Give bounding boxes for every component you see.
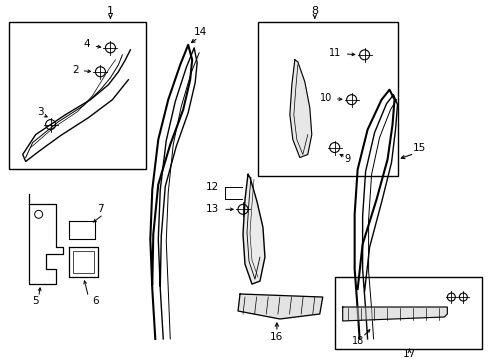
Polygon shape [238, 294, 322, 319]
Text: 18: 18 [351, 336, 363, 346]
Text: 5: 5 [32, 296, 39, 306]
Text: 2: 2 [72, 65, 79, 75]
Text: 17: 17 [402, 349, 415, 359]
Text: 13: 13 [205, 204, 218, 214]
Bar [72, 251, 94, 273]
Text: 4: 4 [84, 39, 90, 49]
Text: 9: 9 [344, 154, 350, 165]
Text: 14: 14 [193, 27, 206, 37]
Polygon shape [243, 175, 264, 284]
Text: 11: 11 [329, 48, 341, 58]
Text: 16: 16 [270, 332, 283, 342]
Text: 6: 6 [92, 296, 99, 306]
Polygon shape [342, 307, 447, 321]
Text: 3: 3 [37, 107, 44, 117]
Text: 15: 15 [412, 143, 425, 153]
Text: 7: 7 [97, 204, 103, 214]
Text: 10: 10 [319, 93, 331, 103]
Text: 1: 1 [107, 6, 114, 16]
Text: 12: 12 [205, 183, 218, 192]
Text: 8: 8 [310, 6, 318, 16]
Bar [334, 277, 481, 349]
Bar [258, 22, 397, 176]
Bar [9, 22, 146, 170]
Polygon shape [289, 60, 311, 157]
